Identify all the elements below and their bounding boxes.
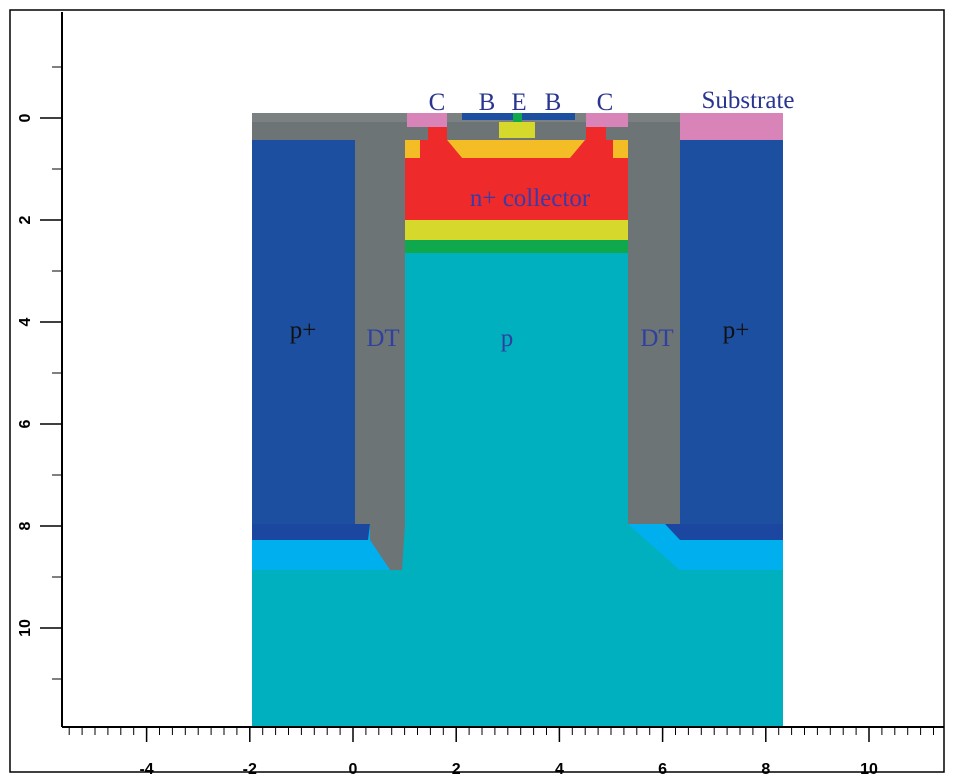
x-tick-label: 2 [452, 761, 461, 778]
yellow-layer [405, 220, 628, 240]
deep-trench-left [355, 140, 405, 570]
y-tick-label: 10 [17, 619, 34, 637]
x-tick-label: 8 [761, 761, 770, 778]
label: C [429, 89, 446, 116]
orange-left [405, 140, 420, 158]
green-layer [405, 240, 628, 253]
x-tick-label: 0 [349, 761, 358, 778]
x-tick-label: 6 [658, 761, 667, 778]
y-tick-label: 4 [17, 317, 34, 326]
x-tick-label: 4 [555, 761, 564, 778]
label: p [501, 325, 514, 352]
label: n+ collector [470, 185, 591, 212]
label: B [545, 89, 562, 116]
label: Substrate [701, 87, 794, 114]
label: DT [640, 325, 673, 352]
x-tick-label: -4 [139, 761, 153, 778]
label: B [479, 89, 496, 116]
label: p+ [723, 317, 750, 344]
bottom-substrate [252, 570, 783, 727]
y-tick-label: 2 [17, 215, 34, 224]
orange-right [613, 140, 628, 158]
emitter-body [499, 122, 535, 138]
device-cross-section: C B E B C Substrate n+ collector p+ DT p… [0, 0, 953, 781]
label: p+ [290, 317, 317, 344]
y-tick-label: 6 [17, 419, 34, 428]
base-well [447, 140, 585, 158]
pplus-tail-left [252, 524, 370, 540]
x-tick-label: 10 [860, 761, 878, 778]
pplus-tail-right [665, 524, 783, 540]
substrate-contact [680, 113, 783, 140]
y-tick-label: 8 [17, 521, 34, 530]
label: C [597, 89, 614, 116]
label: DT [366, 325, 399, 352]
x-tick-label: -2 [243, 761, 257, 778]
label: E [511, 89, 526, 116]
y-tick-label: 0 [17, 113, 34, 122]
